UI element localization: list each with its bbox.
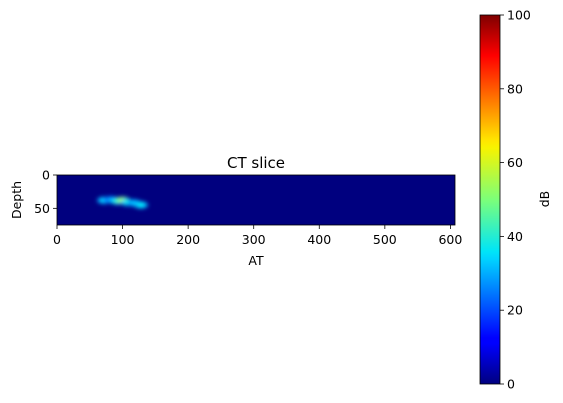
colorbar-ticks: 0 20 40 60 80 100 bbox=[500, 8, 531, 392]
colorbar-gradient bbox=[480, 15, 500, 384]
y-tick-label: 0 bbox=[42, 168, 50, 183]
colorbar-tick-label: 20 bbox=[507, 303, 523, 318]
x-tick-label: 300 bbox=[242, 232, 266, 247]
y-axis-label: Depth bbox=[9, 181, 24, 219]
x-tick-label: 100 bbox=[111, 232, 135, 247]
x-axis-ticks: 0 100 200 300 400 500 600 bbox=[53, 225, 462, 247]
x-tick-label: 0 bbox=[53, 232, 61, 247]
x-tick-label: 600 bbox=[438, 232, 462, 247]
heatmap-hotspot bbox=[137, 203, 144, 207]
colorbar-tick-label: 60 bbox=[507, 155, 523, 170]
colorbar-tick-label: 100 bbox=[507, 8, 531, 23]
colorbar-tick-label: 80 bbox=[507, 81, 523, 96]
y-axis-ticks: 0 50 bbox=[34, 168, 57, 216]
heatmap-axes: CT slice 0 100 200 300 400 500 600 0 50 AT Dept… bbox=[9, 154, 462, 268]
chart-title: CT slice bbox=[227, 154, 285, 172]
colorbar-tick-label: 40 bbox=[507, 229, 523, 244]
x-tick-label: 500 bbox=[373, 232, 397, 247]
x-tick-label: 400 bbox=[307, 232, 331, 247]
colorbar-label: dB bbox=[537, 191, 552, 208]
colorbar-tick-label: 0 bbox=[507, 377, 515, 392]
y-tick-label: 50 bbox=[34, 201, 50, 216]
colorbar: 0 20 40 60 80 100 dB bbox=[480, 8, 552, 392]
x-axis-label: AT bbox=[248, 253, 264, 268]
x-tick-label: 200 bbox=[176, 232, 200, 247]
